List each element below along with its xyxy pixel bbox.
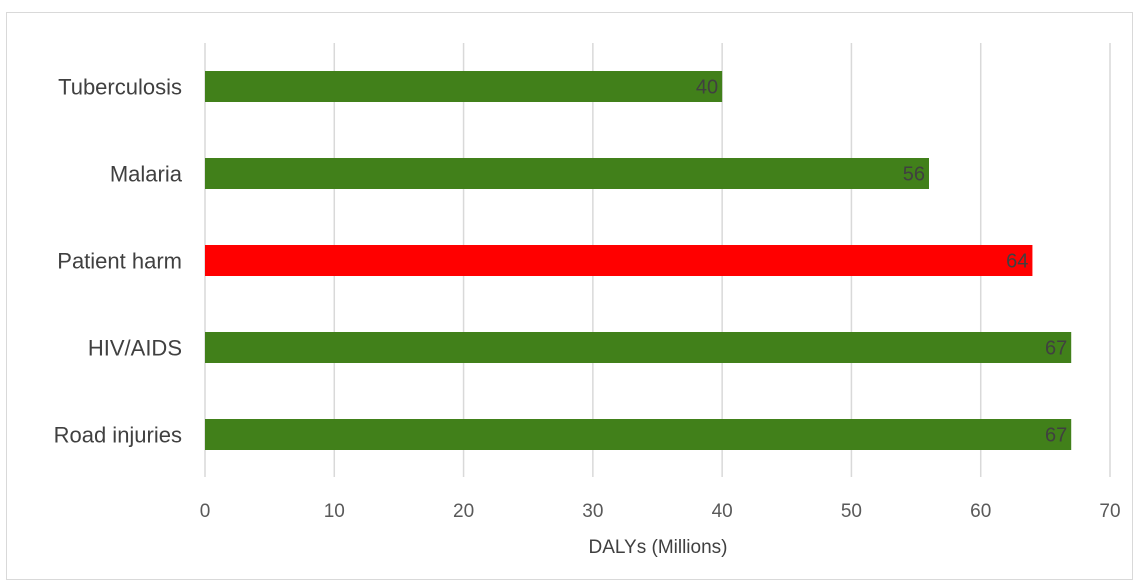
category-label: Patient harm [57, 249, 182, 274]
category-label: Road injuries [54, 423, 182, 448]
x-tick-label: 40 [712, 501, 733, 522]
x-tick-label: 30 [582, 501, 603, 522]
category-label: Malaria [110, 162, 183, 187]
category-labels: Tuberculosis Malaria Patient harm HIV/AIDS R… [54, 75, 183, 448]
data-label: 64 [1006, 251, 1028, 273]
data-labels: 40 56 64 67 67 [696, 77, 1067, 447]
bars [205, 71, 1072, 450]
x-tick-label: 10 [324, 501, 345, 522]
x-tick-labels: 0 10 20 30 40 50 60 70 [200, 501, 1121, 522]
data-label: 40 [696, 77, 718, 99]
x-tick-label: 20 [453, 501, 474, 522]
bar-road-injuries [205, 419, 1072, 450]
x-tick-label: 70 [1099, 501, 1120, 522]
category-label: Tuberculosis [58, 75, 182, 100]
bar-malaria [205, 158, 929, 189]
category-label: HIV/AIDS [88, 336, 182, 361]
data-label: 67 [1045, 338, 1067, 360]
bar-hiv-aids [205, 332, 1072, 363]
x-axis-title: DALYs (Millions) [588, 537, 727, 558]
x-tick-label: 60 [970, 501, 991, 522]
x-tick-label: 50 [841, 501, 862, 522]
data-label: 56 [903, 164, 925, 186]
data-label: 67 [1045, 425, 1067, 447]
bar-tuberculosis [205, 71, 723, 102]
x-tick-label: 0 [200, 501, 211, 522]
bar-patient-harm [205, 245, 1033, 276]
chart-frame [6, 12, 1133, 580]
